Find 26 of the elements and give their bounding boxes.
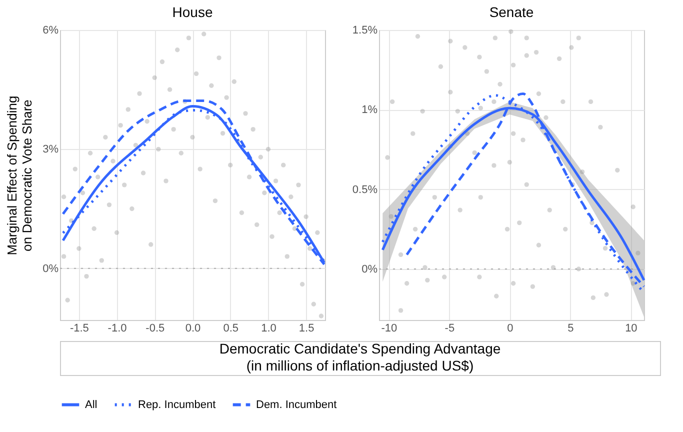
x-tick-label: -1.0: [108, 322, 127, 334]
x-tick-label: -1.5: [70, 322, 89, 334]
x-tick-label: -5: [444, 322, 455, 334]
y-axis-title: Marginal Effect of Spending on Democratic Vote Share: [4, 96, 35, 256]
chart-title: Senate: [489, 4, 534, 20]
x-tick-label: 1.0: [261, 322, 276, 334]
x-tick-label: 0: [507, 322, 514, 334]
y-tick-label: 0.5%: [352, 184, 378, 196]
legend-label: All: [85, 398, 98, 411]
y-tick-label: 3%: [42, 144, 59, 156]
y-tick-label: 0%: [362, 264, 378, 276]
legend-label: Dem. Incumbent: [256, 398, 337, 411]
x-tick-label: 0.0: [185, 322, 201, 334]
x-tick-label: 10: [625, 322, 638, 334]
x-axis-title: Democratic Candidate's Spending Advantage (in millions of inflation-adjusted US$): [219, 340, 501, 374]
x-tick-label: 1.5: [298, 322, 314, 334]
x-tick-label: 0.5: [223, 322, 239, 334]
legend-label: Rep. Incumbent: [138, 398, 216, 411]
x-tick-label: -10: [381, 322, 398, 334]
y-tick-label: 1%: [362, 104, 378, 116]
y-tick-label: 1.5%: [352, 24, 378, 36]
x-tick-label: -0.5: [146, 322, 165, 334]
chart-title: House: [172, 4, 213, 20]
x-tick-label: 5: [568, 322, 574, 334]
y-tick-label: 6%: [42, 24, 59, 36]
y-tick-label: 0%: [42, 262, 59, 275]
